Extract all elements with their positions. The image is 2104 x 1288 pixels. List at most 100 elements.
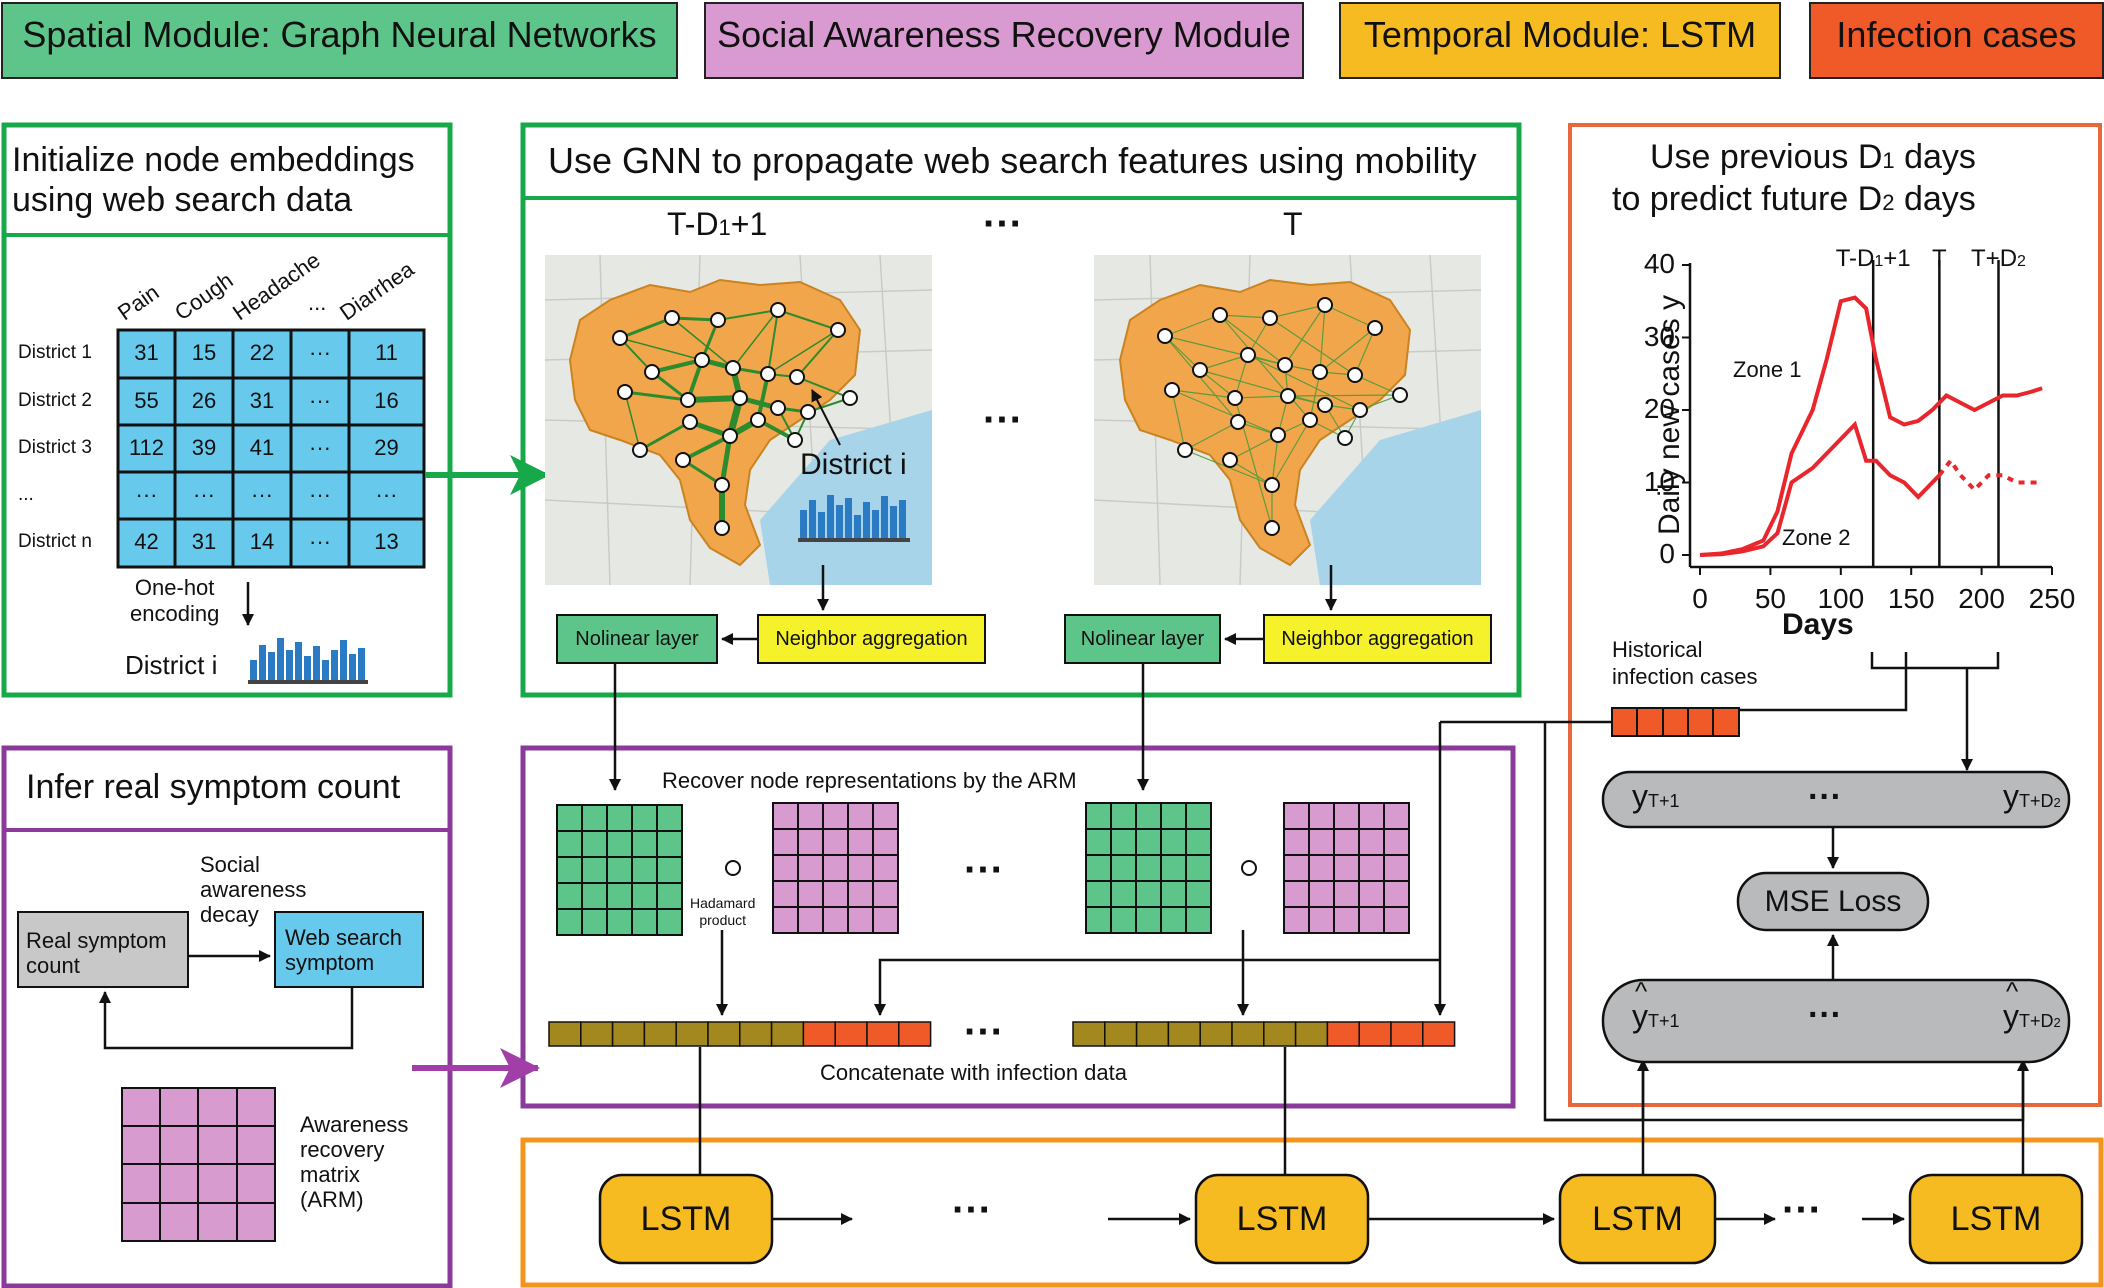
yhat-dots: ···	[1808, 996, 1842, 1034]
series-line	[1699, 420, 1941, 557]
table-cell: ···	[135, 482, 158, 507]
table-cell: 31	[249, 388, 275, 413]
predict-title-line2: to predict future D2 days	[1612, 180, 1976, 218]
legend-swatch-arm	[704, 2, 1304, 79]
yhat-first-label: ^ yT+1	[1632, 976, 1680, 1034]
time-dots-top: ···	[983, 202, 1023, 246]
table-cell: 11	[375, 340, 398, 365]
recover-dots: ···	[964, 848, 1004, 892]
neighbor-aggregation-left	[757, 614, 986, 664]
x-tick-label: 100	[1817, 583, 1865, 614]
y-last-label: yT+D2	[2003, 778, 2061, 814]
district-histogram-init	[248, 638, 368, 684]
map-left-nodes	[612, 302, 858, 536]
cases-chart	[1682, 260, 2053, 575]
lstm-label-1: LSTM	[640, 1200, 732, 1238]
table-cell: 112	[128, 435, 165, 460]
map-right-nodes	[1157, 297, 1408, 536]
y-tick-label: 0	[1659, 538, 1675, 569]
map-right	[1093, 254, 1482, 586]
historical-label: Historical infection cases	[1612, 637, 1758, 689]
row-label: District 2	[18, 390, 92, 411]
legend-label-infection: Infection cases	[1836, 14, 2077, 55]
time-label-right: T	[1283, 206, 1303, 242]
district-i-label-map: District i	[800, 448, 907, 481]
table-cell: 29	[374, 435, 399, 460]
legend-label-spatial: Spatial Module: Graph Neural Networks	[22, 14, 657, 55]
hadamard-label: Hadamard product	[690, 895, 756, 928]
row-label: District 1	[18, 342, 92, 363]
map-left	[544, 254, 933, 586]
map-right-region	[1118, 278, 1412, 567]
series-label-zone2: Zone 2	[1782, 525, 1851, 550]
web-search-label: Web search symptom	[285, 925, 402, 975]
bracket-d1d2	[1870, 652, 2000, 670]
concat-bar-left	[548, 1021, 932, 1047]
aggregation-label-left: Neighbor aggregation	[775, 628, 968, 650]
lstm-label-2: LSTM	[1236, 1200, 1328, 1238]
nonlinear-label-right: Nolinear layer	[1080, 628, 1205, 650]
table-cell: 31	[191, 529, 217, 554]
lstm-dots-1: ···	[952, 1188, 992, 1232]
predict-panel-frame	[1568, 123, 2102, 1107]
x-tick-label: 0	[1692, 583, 1708, 614]
x-tick-label: 200	[1958, 583, 2005, 614]
recover-matrices	[556, 802, 1410, 936]
yhat-last-label: ^ yT+D2	[2003, 976, 2061, 1034]
recover-matrix-pink-right	[1283, 802, 1410, 934]
recover-panel-title: Recover node representations by the ARM	[662, 768, 1077, 793]
mse-pill	[1736, 871, 1930, 932]
y-tick-label: 20	[1643, 393, 1675, 424]
vline-label: T	[1932, 245, 1947, 272]
infer-panel-title: Infer real symptom count	[26, 768, 401, 806]
legend-swatch-spatial	[1, 2, 678, 79]
district-table	[116, 328, 426, 569]
nonlinear-label-left: Nolinear layer	[575, 628, 699, 650]
bar-dots: ···	[964, 1010, 1004, 1054]
table-cell: ···	[309, 529, 331, 554]
row-label: ...	[18, 484, 34, 505]
real-symptom-box	[17, 911, 189, 988]
table-cell: 55	[134, 388, 159, 413]
x-tick-label: 50	[1754, 583, 1786, 614]
x-tick-label: 150	[1887, 583, 1935, 614]
neighbor-aggregation-right	[1263, 614, 1492, 664]
nonlinear-layer-left	[556, 614, 718, 664]
table-cell: ···	[309, 340, 331, 365]
table-cell: ···	[193, 482, 215, 507]
district-histogram-map	[798, 495, 910, 542]
real-symptom-label: Real symptom count	[26, 928, 167, 978]
row-label: District 3	[18, 437, 92, 458]
y-tick-label: 30	[1643, 320, 1675, 352]
table-cell: 39	[191, 435, 217, 460]
table-cell: 31	[134, 340, 159, 365]
infection-to-bar-left	[874, 958, 1440, 1016]
init-panel-title-frame	[2, 123, 452, 237]
lstm-dots-2: ···	[1782, 1188, 1822, 1232]
series-label-zone1: Zone 1	[1733, 357, 1802, 382]
concat-bar-right	[1072, 1021, 1456, 1047]
infer-panel-title-frame	[2, 746, 452, 832]
table-cell: 26	[191, 388, 217, 413]
recover-matrix-green-left	[556, 804, 683, 936]
recover-matrix-pink-left	[772, 802, 899, 934]
row-label: District n	[18, 531, 92, 552]
table-cell: 22	[249, 340, 275, 365]
table-cell: ···	[309, 435, 331, 460]
y-axis-label: Daily new cases y	[1653, 294, 1686, 536]
gnn-panel-title: Use GNN to propagate web search features…	[548, 140, 1477, 181]
nonlinear-layer-right	[1064, 614, 1221, 664]
table-cell: 14	[249, 529, 275, 554]
district-i-label-init: District i	[125, 650, 218, 680]
table-cell: 41	[249, 435, 275, 460]
concat-label: Concatenate with infection data	[820, 1060, 1127, 1085]
aggregation-label-right: Neighbor aggregation	[1281, 628, 1474, 650]
lstm-label-3: LSTM	[1592, 1200, 1683, 1238]
series-line	[1699, 295, 2043, 557]
vline-label: T-D1+1	[1835, 245, 1911, 272]
table-cell: 15	[191, 340, 217, 365]
time-label-left: T-D1+1	[667, 206, 768, 242]
vline-label: T+D2	[1971, 245, 2026, 272]
